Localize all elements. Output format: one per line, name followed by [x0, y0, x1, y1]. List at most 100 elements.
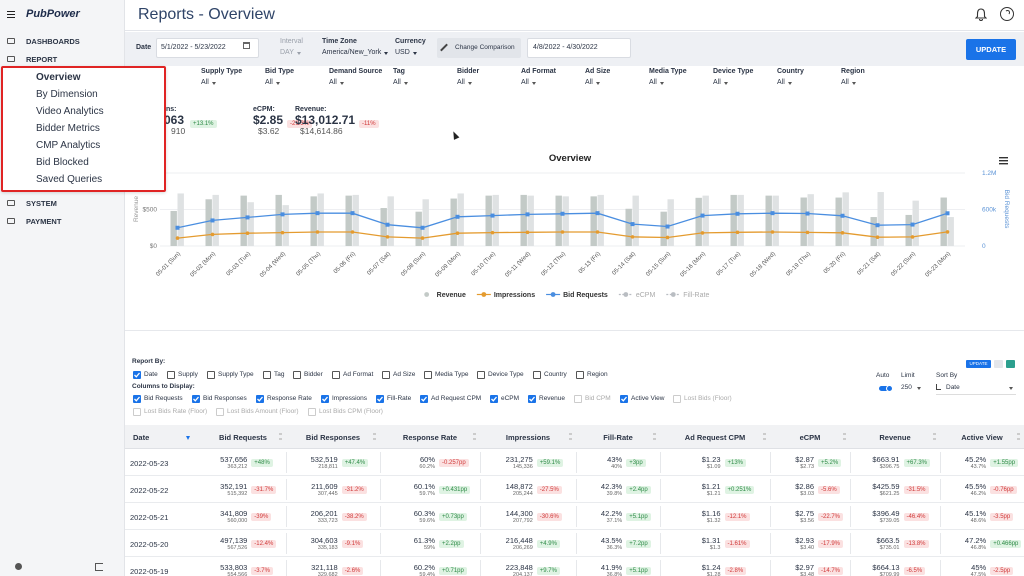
checkbox[interactable]	[490, 395, 498, 403]
dimension-value[interactable]: All	[201, 79, 209, 86]
small-update-button[interactable]: UPDATE	[966, 360, 991, 368]
columns-button[interactable]	[1006, 360, 1015, 368]
column-header[interactable]: Active View	[961, 433, 1003, 442]
menu-item[interactable]: SYSTEM	[26, 199, 57, 208]
dimension-value[interactable]: All	[713, 79, 721, 86]
caret	[212, 82, 216, 85]
column-header[interactable]: Bid Requests	[219, 433, 267, 442]
menu-item[interactable]: REPORT	[26, 55, 58, 64]
checkbox[interactable]	[256, 395, 264, 403]
option-label[interactable]: Tag	[274, 371, 285, 378]
checkbox[interactable]	[620, 395, 628, 403]
chart-menu-icon	[999, 157, 1008, 159]
submenu-item[interactable]: By Dimension	[36, 89, 98, 100]
submenu-item[interactable]: Bid Blocked	[36, 157, 89, 168]
submenu-item[interactable]: Saved Queries	[36, 174, 103, 185]
dimension-value[interactable]: All	[457, 79, 465, 86]
column-header[interactable]: Response Rate	[402, 433, 458, 442]
option-label[interactable]: Country	[544, 371, 567, 378]
submenu-item[interactable]: Video Analytics	[36, 106, 104, 117]
checkbox[interactable]	[420, 395, 428, 403]
checkbox[interactable]	[533, 371, 541, 379]
option-label[interactable]: Revenue	[539, 395, 566, 402]
option-label[interactable]: Fill-Rate	[387, 395, 412, 402]
column-header[interactable]: Revenue	[879, 433, 911, 442]
dimension-value[interactable]: All	[265, 79, 273, 86]
sort-value[interactable]: Date	[946, 384, 960, 391]
dimension-value[interactable]: All	[521, 79, 529, 86]
dimension-value[interactable]: All	[393, 79, 401, 86]
dimension-value[interactable]: All	[329, 79, 337, 86]
dimension-value[interactable]: All	[649, 79, 657, 86]
checkbox[interactable]	[576, 371, 584, 379]
cell-value: $2.97	[795, 563, 814, 572]
column-header[interactable]: Ad Request CPM	[684, 433, 746, 442]
column-header[interactable]: Bid Responses	[305, 433, 361, 442]
option-label[interactable]: Response Rate	[267, 395, 312, 402]
checkbox[interactable]	[477, 371, 485, 379]
menu-item[interactable]: DASHBOARDS	[26, 37, 80, 46]
column-header[interactable]: Date	[133, 433, 150, 442]
option-label[interactable]: Region	[587, 371, 608, 378]
option-label[interactable]: Impressions	[332, 395, 368, 402]
filter-value[interactable]: 5/1/2022 - 5/23/2022	[161, 44, 226, 51]
checkbox[interactable]	[133, 395, 141, 403]
download-button[interactable]	[994, 360, 1003, 368]
option-label[interactable]: Date	[144, 371, 158, 378]
submenu-item[interactable]: Bidder Metrics	[36, 123, 100, 134]
limit-value[interactable]: 250	[901, 384, 912, 391]
chart-menu-icon	[999, 163, 1008, 165]
option-label[interactable]: Ad Format	[343, 371, 374, 378]
option-label[interactable]: Bidder	[304, 371, 323, 378]
cell-compare: 36.8%	[606, 572, 623, 576]
dimension-value[interactable]: All	[777, 79, 785, 86]
cell-value: 144,300	[505, 509, 533, 518]
table-row	[125, 449, 1024, 476]
cell-delta: +7.2pp	[626, 540, 651, 548]
comparison-button-label[interactable]: Change Comparison	[455, 44, 515, 51]
checkbox[interactable]	[424, 371, 432, 379]
cell-value: $2.87	[795, 455, 814, 464]
comparison-button[interactable]	[437, 38, 521, 58]
option-label[interactable]: eCPM	[501, 395, 520, 402]
marker	[315, 230, 320, 234]
option-label[interactable]: Device Type	[488, 371, 524, 378]
filter-value[interactable]: America/New_York	[322, 49, 382, 56]
checkbox[interactable]	[263, 371, 271, 379]
filter-value[interactable]: USD	[395, 49, 410, 56]
column-header[interactable]: Fill-Rate	[603, 433, 633, 442]
cell-compare: 206,269	[512, 545, 533, 551]
checkbox[interactable]	[133, 371, 141, 379]
option-label[interactable]: Active View	[631, 395, 665, 402]
bar	[597, 194, 604, 246]
update-button[interactable]: UPDATE	[966, 39, 1016, 60]
column-header[interactable]: eCPM	[799, 433, 821, 442]
submenu-item[interactable]: CMP Analytics	[36, 140, 101, 151]
option-label[interactable]: Supply Type	[218, 371, 254, 378]
option-label[interactable]: Bid Requests	[144, 395, 183, 402]
column-header[interactable]: Impressions	[505, 433, 551, 442]
checkbox[interactable]	[167, 371, 175, 379]
menu-item[interactable]: PAYMENT	[26, 217, 62, 226]
checkbox[interactable]	[321, 395, 329, 403]
checkbox[interactable]	[293, 371, 301, 379]
auto-toggle[interactable]	[879, 386, 891, 391]
cell-compare: $3.03	[800, 491, 814, 497]
dimension-value[interactable]: All	[585, 79, 593, 86]
cell-delta: +0.73pp	[439, 513, 467, 521]
checkbox[interactable]	[528, 395, 536, 403]
option-label[interactable]: Ad Request CPM	[431, 395, 482, 402]
dimension-value[interactable]: All	[841, 79, 849, 86]
option-label[interactable]: Supply	[178, 371, 198, 378]
checkbox[interactable]	[382, 371, 390, 379]
option-label[interactable]: Ad Size	[393, 371, 416, 378]
checkbox[interactable]	[192, 395, 200, 403]
comparison-range[interactable]: 4/8/2022 - 4/30/2022	[533, 44, 598, 51]
checkbox[interactable]	[207, 371, 215, 379]
checkbox[interactable]	[376, 395, 384, 403]
option-label[interactable]: Media Type	[435, 371, 469, 378]
submenu-item[interactable]: Overview	[36, 72, 81, 83]
bar	[835, 197, 842, 246]
checkbox[interactable]	[332, 371, 340, 379]
option-label[interactable]: Bid Responses	[203, 395, 247, 402]
